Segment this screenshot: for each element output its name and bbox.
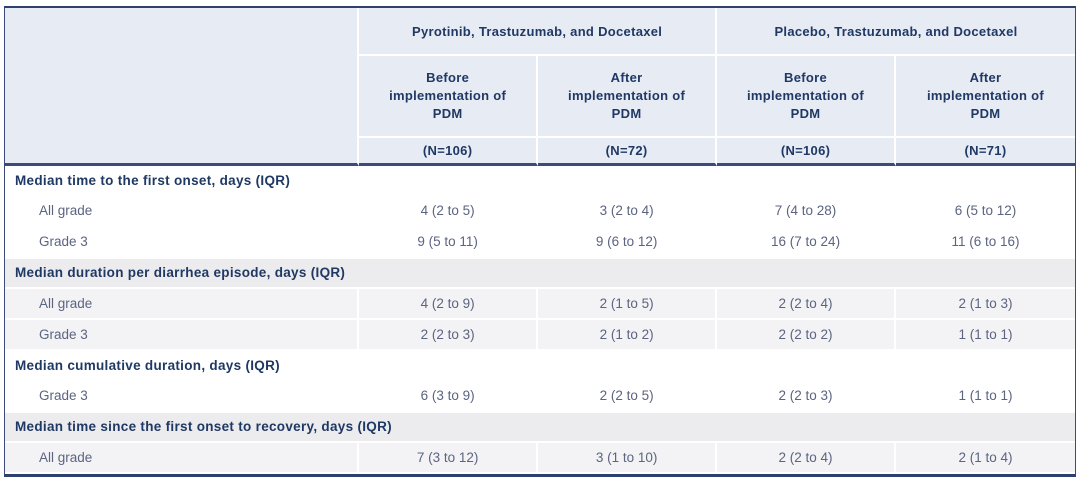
value-cell: 1 (1 to 1): [896, 319, 1075, 352]
value-cell: 4 (2 to 9): [359, 288, 539, 320]
value-cell: 2 (1 to 4): [896, 442, 1075, 474]
section-title: Median time to the first onset, days (IQ…: [5, 166, 1075, 197]
value-cell: 4 (2 to 5): [359, 196, 539, 228]
value-cell: 11 (6 to 16): [896, 227, 1075, 259]
value-cell: 6 (5 to 12): [896, 196, 1075, 228]
column-header-after-pyrotinib: After implementation of PDM: [538, 56, 718, 138]
value-cell: 16 (7 to 24): [717, 227, 897, 259]
table-row: Grade 3 9 (5 to 11) 9 (6 to 12) 16 (7 to…: [5, 227, 1075, 259]
table-row: Grade 3 6 (3 to 9) 2 (2 to 5) 2 (2 to 3)…: [5, 381, 1075, 413]
subheader-row: Before implementation of PDM After imple…: [5, 56, 1075, 138]
row-label: All grade: [5, 442, 360, 474]
value-cell: 2 (2 to 3): [359, 319, 539, 352]
sample-size-row: (N=106) (N=72) (N=106) (N=71): [5, 138, 1075, 166]
value-cell: 3 (2 to 4): [538, 196, 718, 228]
section-title: Median duration per diarrhea episode, da…: [5, 258, 1075, 289]
row-label: All grade: [5, 196, 360, 228]
table-row: All grade 7 (3 to 12) 3 (1 to 10) 2 (2 t…: [5, 442, 1075, 474]
section-title-row: Median time since the first onset to rec…: [5, 412, 1075, 443]
value-cell: 2 (1 to 2): [538, 319, 718, 352]
value-cell: 7 (3 to 12): [359, 442, 539, 474]
section-title-row: Median time to the first onset, days (IQ…: [5, 166, 1075, 197]
section-title: Median time since the first onset to rec…: [5, 412, 1075, 443]
value-cell: 2 (1 to 5): [538, 288, 718, 320]
group-header-row: Pyrotinib, Trastuzumab, and Docetaxel Pl…: [5, 8, 1075, 166]
value-cell: 7 (4 to 28): [717, 196, 897, 228]
sample-size-cell: (N=72): [538, 138, 718, 166]
data-table: Pyrotinib, Trastuzumab, and Docetaxel Pl…: [5, 8, 1075, 474]
value-cell: 9 (6 to 12): [538, 227, 718, 259]
column-header-label: After implementation of PDM: [926, 69, 1045, 122]
column-group-placebo: Placebo, Trastuzumab, and Docetaxel: [717, 8, 1075, 56]
value-cell: 2 (2 to 3): [717, 381, 897, 413]
table-row: All grade 4 (2 to 5) 3 (2 to 4) 7 (4 to …: [5, 196, 1075, 228]
clinical-outcomes-table: Pyrotinib, Trastuzumab, and Docetaxel Pl…: [4, 6, 1076, 477]
row-label: Grade 3: [5, 381, 360, 413]
value-cell: 2 (2 to 4): [717, 288, 897, 320]
table-header: Pyrotinib, Trastuzumab, and Docetaxel Pl…: [5, 8, 1075, 166]
row-label: Grade 3: [5, 227, 360, 259]
row-label: Grade 3: [5, 319, 360, 352]
value-cell: 2 (1 to 3): [896, 288, 1075, 320]
table-row: Grade 3 2 (2 to 3) 2 (1 to 2) 2 (2 to 2)…: [5, 319, 1075, 352]
column-header-label: Before implementation of PDM: [389, 69, 507, 122]
column-header-after-placebo: After implementation of PDM: [896, 56, 1075, 138]
value-cell: 2 (2 to 2): [717, 319, 897, 352]
sample-size-cell: (N=106): [359, 138, 539, 166]
sample-size-cell: (N=106): [717, 138, 897, 166]
value-cell: 1 (1 to 1): [896, 381, 1075, 413]
column-header-label: Before implementation of PDM: [747, 69, 865, 122]
column-header-before-placebo: Before implementation of PDM: [717, 56, 897, 138]
column-header-label: After implementation of PDM: [568, 69, 686, 122]
table-body: Median time to the first onset, days (IQ…: [5, 166, 1075, 474]
value-cell: 9 (5 to 11): [359, 227, 539, 259]
row-label: All grade: [5, 288, 360, 320]
section-title: Median cumulative duration, days (IQR): [5, 351, 1075, 382]
stub-header-cell: [5, 8, 360, 166]
section-title-row: Median cumulative duration, days (IQR): [5, 351, 1075, 382]
value-cell: 2 (2 to 5): [538, 381, 718, 413]
value-cell: 2 (2 to 4): [717, 442, 897, 474]
value-cell: 3 (1 to 10): [538, 442, 718, 474]
value-cell: 6 (3 to 9): [359, 381, 539, 413]
section-title-row: Median duration per diarrhea episode, da…: [5, 258, 1075, 289]
sample-size-cell: (N=71): [896, 138, 1075, 166]
column-group-pyrotinib: Pyrotinib, Trastuzumab, and Docetaxel: [359, 8, 718, 56]
table-row: All grade 4 (2 to 9) 2 (1 to 5) 2 (2 to …: [5, 288, 1075, 320]
column-header-before-pyrotinib: Before implementation of PDM: [359, 56, 539, 138]
